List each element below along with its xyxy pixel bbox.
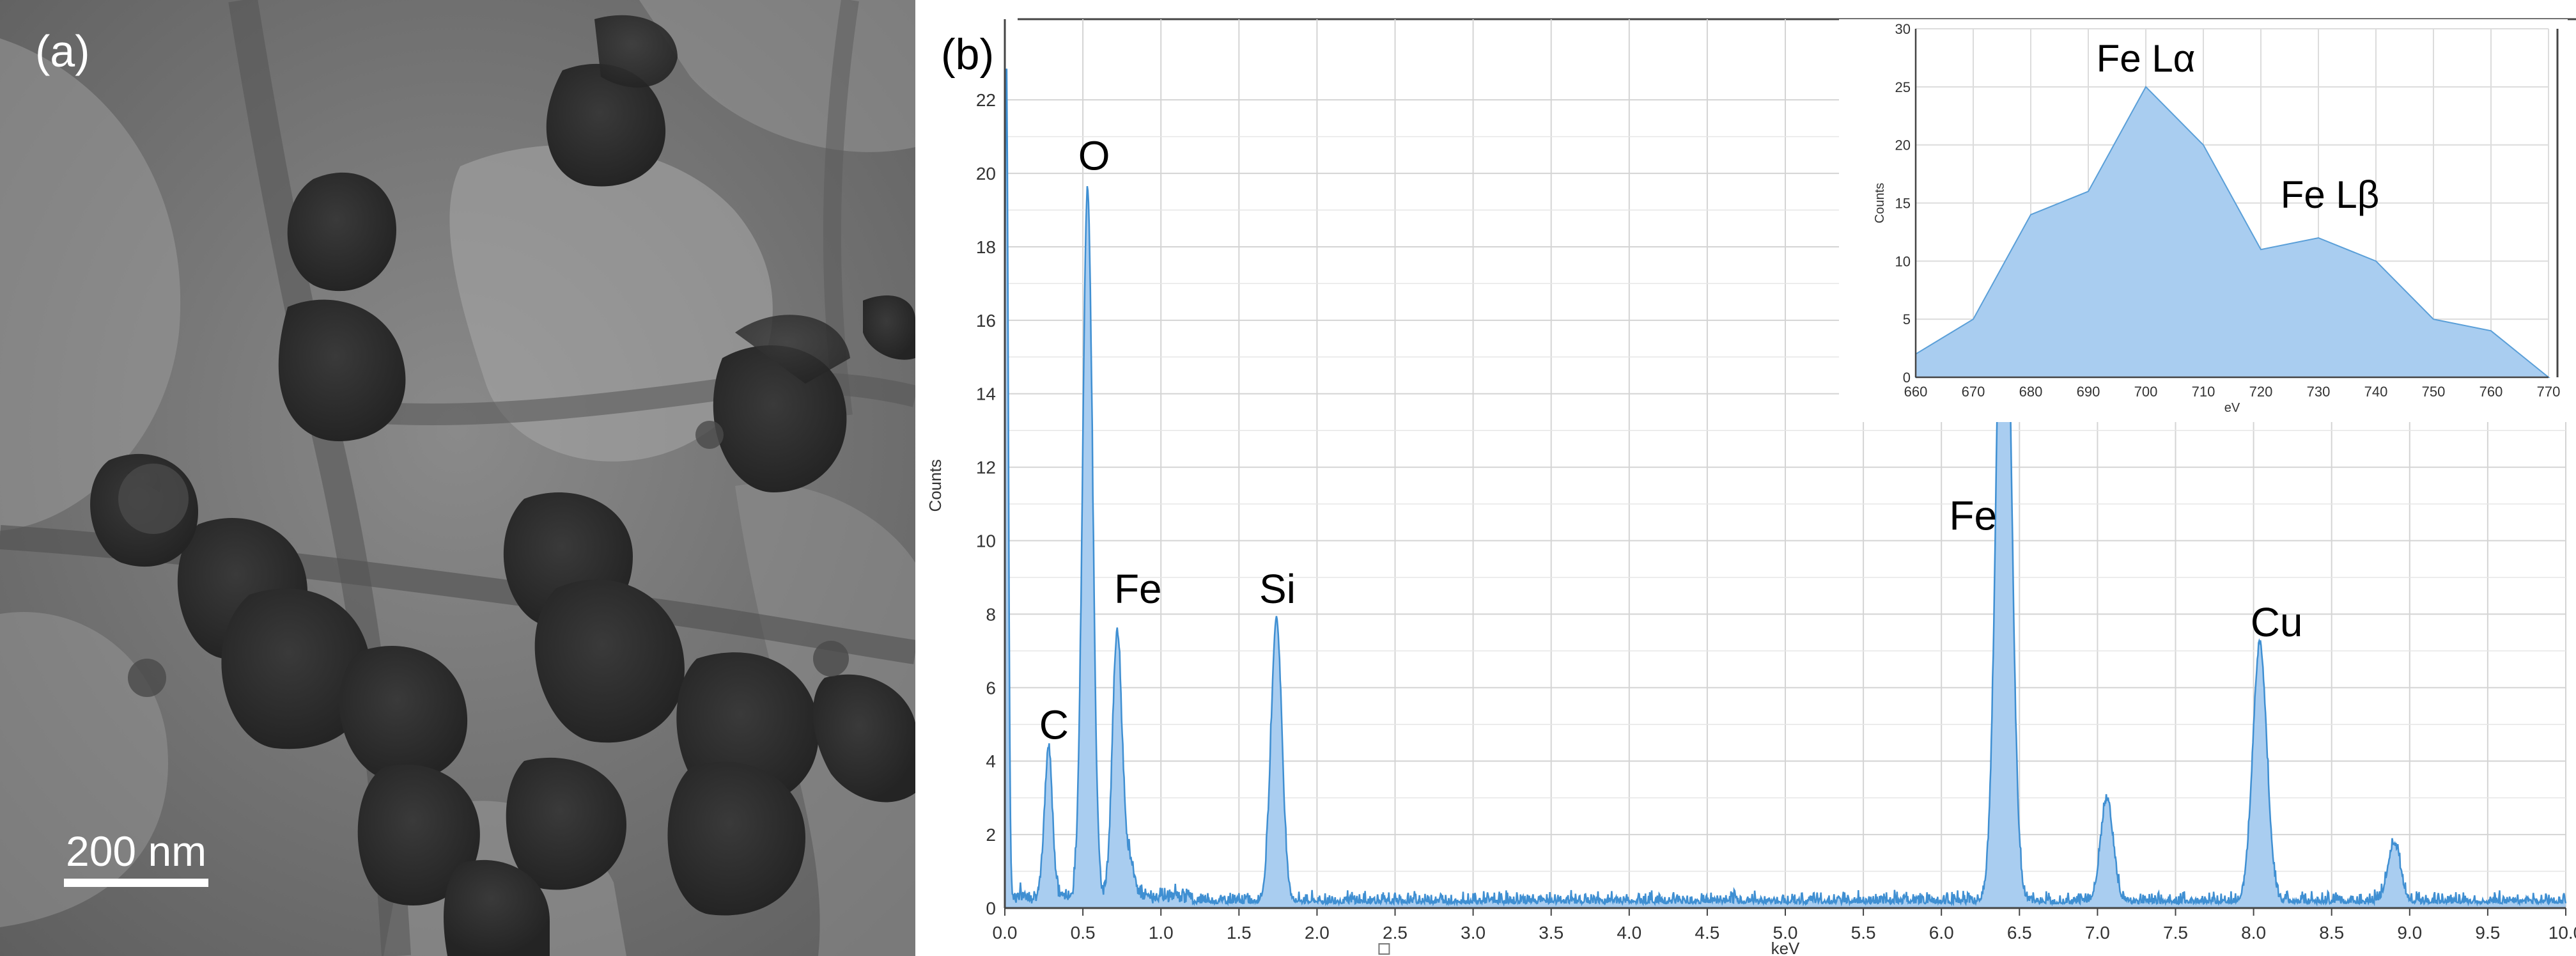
eds-spectrum-panel: (b) 0.0 0.5 1.0 1.5 2.0 2.5 3.0 3.5 4.0 4.5 5.0 5.5…: [915, 0, 2576, 956]
x-tick-label: 10.0: [2549, 923, 2576, 943]
y-tick-label: 2: [986, 825, 996, 845]
y-tick-label: 20: [976, 164, 996, 184]
inset-x-tick-label: 730: [2307, 384, 2331, 400]
inset-axes: 660 670 680 690 700 710 720 730 740 750 760 770 0 5 10…: [1873, 21, 2560, 415]
y-axis-label: Counts: [926, 459, 945, 512]
main-chart-annotations: C O Fe Si Fe Cu: [1039, 132, 2303, 748]
eds-spectrum-chart: (b) 0.0 0.5 1.0 1.5 2.0 2.5 3.0 3.5 4.0 4.5 5.0 5.5…: [926, 18, 2576, 956]
inset-x-tick-label: 770: [2537, 384, 2561, 400]
inset-x-tick-label: 670: [1962, 384, 1985, 400]
x-tick-label: 1.0: [1149, 923, 1174, 943]
x-tick-label: 6.5: [2007, 923, 2032, 943]
y-tick-label: 14: [976, 384, 996, 404]
inset-x-tick-label: 720: [2249, 384, 2273, 400]
y-tick-label: 4: [986, 751, 996, 771]
peak-label: Fe: [1949, 492, 1997, 538]
x-tick-label: 5.0: [1773, 923, 1798, 943]
inset-y-tick-label: 5: [1903, 311, 1911, 327]
panel-b-label: (b): [941, 30, 994, 79]
y-tick-label: 22: [976, 90, 996, 110]
x-tick-label: 5.5: [1851, 923, 1876, 943]
x-tick-label: 3.5: [1539, 923, 1563, 943]
tem-micrograph-panel: (a) 200 nm: [0, 0, 915, 956]
inset-x-axis-label: eV: [2224, 401, 2240, 415]
inset-annotations: Fe Lα Fe Lβ: [2097, 37, 2380, 216]
x-tick-label: 1.5: [1227, 923, 1252, 943]
y-tick-label: 16: [976, 311, 996, 331]
scale-bar: [64, 879, 208, 887]
inset-x-tick-label: 660: [1904, 384, 1928, 400]
inset-x-tick-label: 710: [2192, 384, 2215, 400]
x-tick-label: 3.0: [1461, 923, 1486, 943]
main-chart-axes: 0.0 0.5 1.0 1.5 2.0 2.5 3.0 3.5 4.0 4.5 5.0 5.5 6.0 6…: [926, 19, 2576, 956]
y-tick-label: 10: [976, 531, 996, 551]
axis-handle: [1378, 943, 1390, 955]
inset-peak-label: Fe Lβ: [2281, 173, 2380, 216]
y-tick-label: 6: [986, 678, 996, 698]
inset-x-tick-label: 690: [2077, 384, 2100, 400]
inset-y-axis-label: Counts: [1873, 183, 1887, 223]
inset-y-tick-label: 30: [1895, 21, 1911, 37]
x-axis-label: keV: [1771, 939, 1800, 956]
x-tick-label: 8.0: [2241, 923, 2266, 943]
peak-label: O: [1078, 132, 1110, 178]
inset-x-tick-label: 760: [2479, 384, 2503, 400]
inset-x-tick-label: 680: [2019, 384, 2043, 400]
inset-y-tick-label: 20: [1895, 137, 1911, 153]
tem-micrograph-image: [0, 0, 915, 956]
inset-y-tick-label: 15: [1895, 196, 1911, 212]
x-tick-label: 0.5: [1071, 923, 1096, 943]
x-tick-label: 2.0: [1305, 923, 1330, 943]
x-tick-label: 4.5: [1695, 923, 1719, 943]
x-tick-label: 0.0: [993, 923, 1018, 943]
x-tick-label: 6.0: [1929, 923, 1954, 943]
x-tick-label: 2.5: [1383, 923, 1408, 943]
inset-y-tick-label: 10: [1895, 253, 1911, 269]
peak-label: Cu: [2251, 599, 2303, 645]
panel-a-label: (a): [35, 26, 90, 76]
peak-label: Fe: [1114, 566, 1162, 612]
spectrum-line: [1004, 68, 2567, 907]
inset-peak-label: Fe Lα: [2097, 37, 2196, 80]
inset-y-tick-label: 0: [1903, 370, 1911, 386]
y-tick-label: 8: [986, 604, 996, 624]
x-tick-label: 9.0: [2397, 923, 2422, 943]
y-tick-label: 0: [986, 898, 996, 918]
y-tick-label: 18: [976, 237, 996, 257]
y-tick-label: 12: [976, 458, 996, 478]
inset-x-tick-label: 700: [2134, 384, 2158, 400]
peak-label: C: [1039, 702, 1069, 748]
x-tick-label: 8.5: [2319, 923, 2344, 943]
x-tick-label: 7.5: [2163, 923, 2188, 943]
inset-spectrum-area: [1915, 86, 2550, 378]
inset-y-tick-label: 25: [1895, 79, 1911, 95]
x-tick-label: 4.0: [1617, 923, 1641, 943]
x-tick-label: 9.5: [2475, 923, 2500, 943]
inset-x-tick-label: 740: [2364, 384, 2388, 400]
x-tick-label: 7.0: [2085, 923, 2110, 943]
peak-label: Si: [1259, 566, 1296, 612]
inset-x-tick-label: 750: [2422, 384, 2446, 400]
scale-bar-label: 200 nm: [66, 827, 207, 875]
